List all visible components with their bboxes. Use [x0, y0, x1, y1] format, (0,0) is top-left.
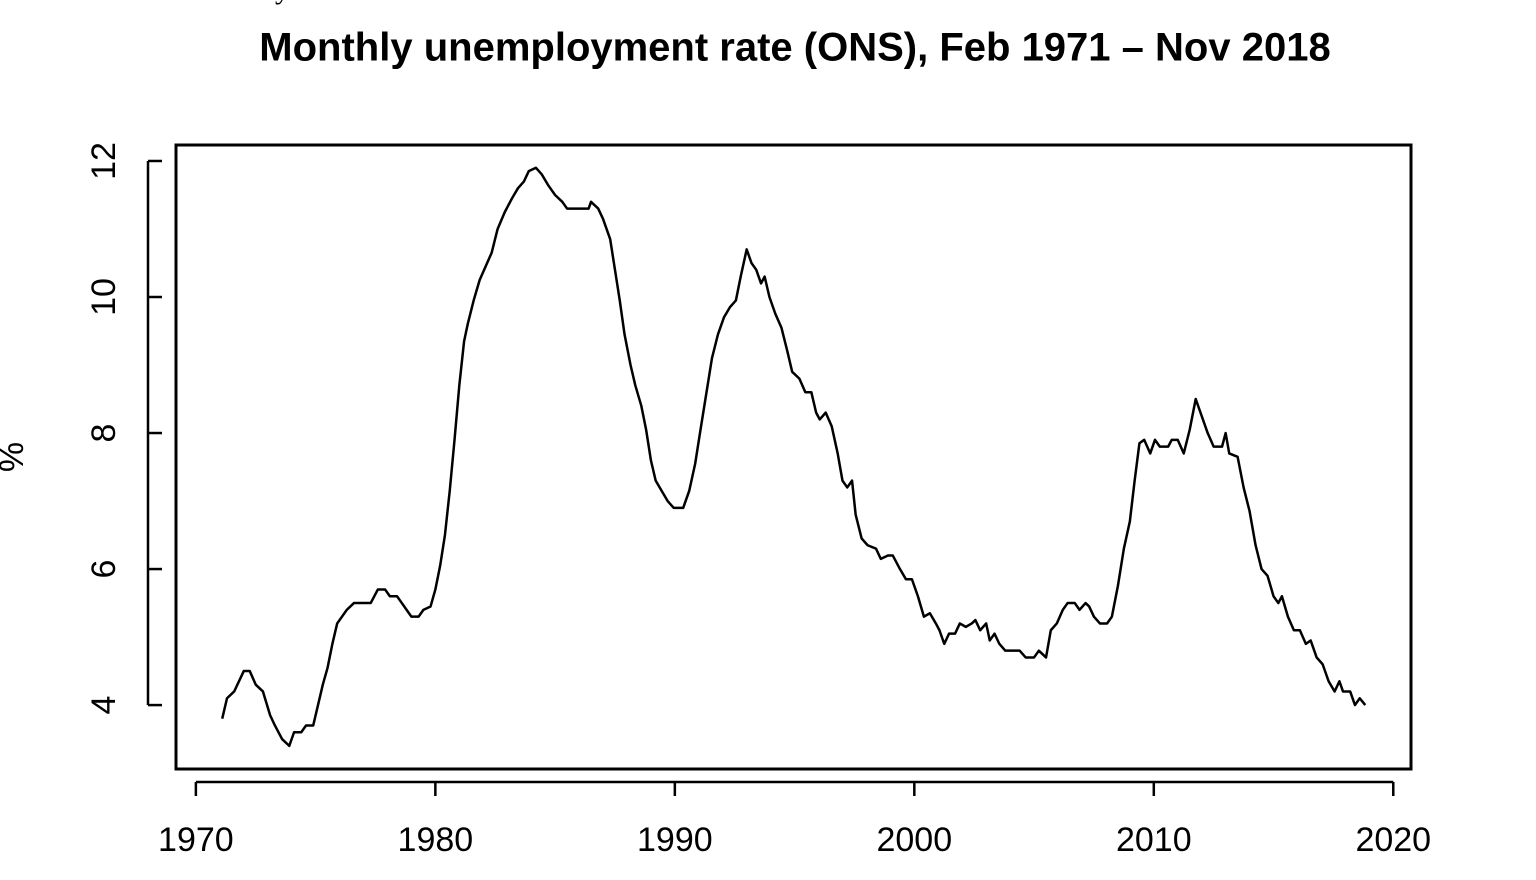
x-tick-label: 1970 — [158, 821, 234, 859]
y-tick-label: 10 — [85, 278, 123, 316]
page-text: tions before I can fit any model. — [0, 0, 380, 5]
plot-box — [174, 143, 1413, 771]
x-tick-label: 2000 — [876, 821, 952, 859]
x-tick-label: 1990 — [637, 821, 713, 859]
y-tick-label: 6 — [85, 560, 123, 579]
y-axis-label: % — [0, 442, 31, 472]
chart-title: Monthly unemployment rate (ONS), Feb 197… — [259, 26, 1330, 70]
y-tick-label: 4 — [85, 696, 123, 715]
y-tick-label: 12 — [85, 142, 123, 180]
y-tick-label: 8 — [85, 424, 123, 443]
x-tick-label: 2020 — [1355, 821, 1431, 859]
data-line — [221, 166, 1367, 748]
x-tick-label: 2010 — [1116, 821, 1192, 859]
x-tick-label: 1980 — [398, 821, 474, 859]
